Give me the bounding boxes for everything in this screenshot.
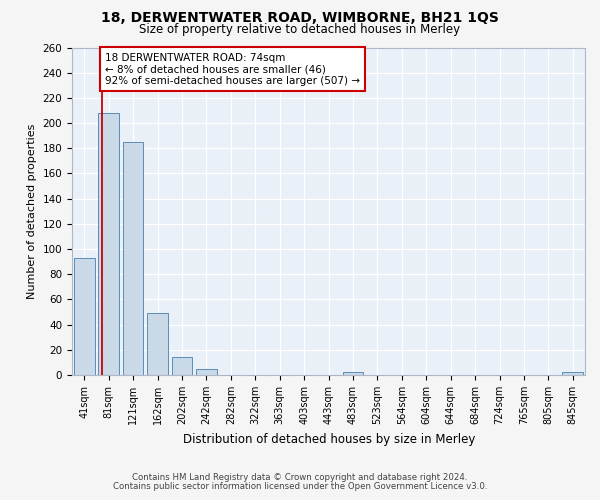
Text: 18, DERWENTWATER ROAD, WIMBORNE, BH21 1QS: 18, DERWENTWATER ROAD, WIMBORNE, BH21 1Q… xyxy=(101,11,499,25)
Text: 18 DERWENTWATER ROAD: 74sqm
← 8% of detached houses are smaller (46)
92% of semi: 18 DERWENTWATER ROAD: 74sqm ← 8% of deta… xyxy=(105,52,360,86)
Bar xyxy=(172,358,193,375)
Bar xyxy=(196,368,217,375)
Text: Contains public sector information licensed under the Open Government Licence v3: Contains public sector information licen… xyxy=(113,482,487,491)
Text: Contains HM Land Registry data © Crown copyright and database right 2024.: Contains HM Land Registry data © Crown c… xyxy=(132,472,468,482)
Bar xyxy=(98,113,119,375)
Bar xyxy=(562,372,583,375)
Y-axis label: Number of detached properties: Number of detached properties xyxy=(27,124,37,299)
Bar xyxy=(74,258,95,375)
Bar xyxy=(343,372,364,375)
Bar xyxy=(122,142,143,375)
Text: Size of property relative to detached houses in Merley: Size of property relative to detached ho… xyxy=(139,22,461,36)
Bar xyxy=(147,314,168,375)
Text: Distribution of detached houses by size in Merley: Distribution of detached houses by size … xyxy=(182,432,475,446)
